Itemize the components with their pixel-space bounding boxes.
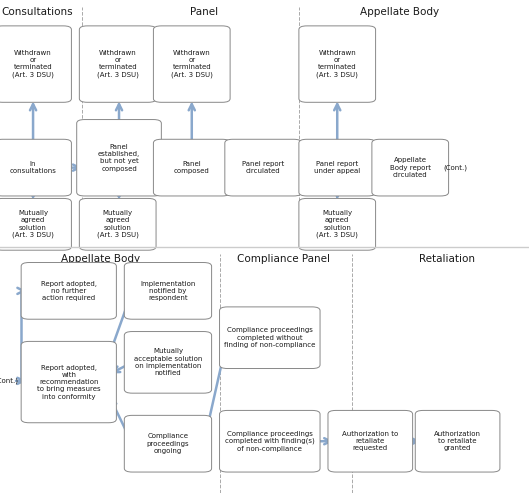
Text: Panel report
under appeal: Panel report under appeal [314,161,360,174]
Text: Compliance
proceedings
ongoing: Compliance proceedings ongoing [147,433,189,454]
Text: Appellate Body: Appellate Body [360,7,439,17]
FancyBboxPatch shape [77,119,161,196]
Text: Compliance proceedings
completed without
finding of non-compliance: Compliance proceedings completed without… [224,327,315,348]
FancyBboxPatch shape [299,26,376,103]
Text: Retaliation: Retaliation [419,254,475,264]
Text: Panel: Panel [189,7,218,17]
FancyBboxPatch shape [124,415,212,472]
Text: Mutually
agreed
solution
(Art. 3 DSU): Mutually agreed solution (Art. 3 DSU) [12,210,54,239]
FancyBboxPatch shape [153,139,230,196]
FancyBboxPatch shape [124,331,212,393]
FancyBboxPatch shape [299,139,376,196]
Text: Consultations: Consultations [1,7,73,17]
FancyBboxPatch shape [220,307,320,369]
FancyBboxPatch shape [0,26,71,103]
Text: In
consultations: In consultations [10,161,57,174]
FancyBboxPatch shape [299,198,376,250]
Text: Appellate
Body report
circulated: Appellate Body report circulated [390,157,431,178]
Text: Authorization to
retaliate
requested: Authorization to retaliate requested [342,431,398,452]
FancyBboxPatch shape [21,341,116,423]
Text: Panel report
circulated: Panel report circulated [242,161,284,174]
FancyBboxPatch shape [328,410,413,472]
Text: Withdrawn
or
terminated
(Art. 3 DSU): Withdrawn or terminated (Art. 3 DSU) [12,50,54,78]
Text: Panel
composed: Panel composed [174,161,209,174]
FancyBboxPatch shape [372,139,449,196]
FancyBboxPatch shape [220,410,320,472]
FancyBboxPatch shape [79,198,156,250]
Text: Compliance Panel: Compliance Panel [236,254,330,264]
Text: Mutually
agreed
solution
(Art. 3 DSU): Mutually agreed solution (Art. 3 DSU) [316,210,358,239]
Text: Withdrawn
or
terminated
(Art. 3 DSU): Withdrawn or terminated (Art. 3 DSU) [316,50,358,78]
FancyBboxPatch shape [21,262,116,319]
Text: Report adopted,
no further
action required: Report adopted, no further action requir… [41,281,97,301]
FancyBboxPatch shape [79,26,156,103]
FancyBboxPatch shape [0,198,71,250]
Text: Implementation
notified by
respondent: Implementation notified by respondent [140,281,196,301]
Text: (Cont.): (Cont.) [443,164,467,171]
FancyBboxPatch shape [415,410,500,472]
Text: Report adopted,
with
recommendation
to bring measures
into conformity: Report adopted, with recommendation to b… [37,365,101,399]
FancyBboxPatch shape [0,139,71,196]
Text: Panel
established,
but not yet
composed: Panel established, but not yet composed [98,144,140,172]
Text: (Cont.): (Cont.) [0,378,19,384]
FancyBboxPatch shape [124,262,212,319]
FancyBboxPatch shape [225,139,302,196]
Text: Mutually
acceptable solution
on implementation
notified: Mutually acceptable solution on implemen… [134,349,202,376]
FancyBboxPatch shape [153,26,230,103]
Text: Withdrawn
or
terminated
(Art. 3 DSU): Withdrawn or terminated (Art. 3 DSU) [171,50,213,78]
Text: Compliance proceedings
completed with finding(s)
of non-compliance: Compliance proceedings completed with fi… [225,431,315,452]
Text: Withdrawn
or
terminated
(Art. 3 DSU): Withdrawn or terminated (Art. 3 DSU) [97,50,139,78]
Text: Mutually
agreed
solution
(Art. 3 DSU): Mutually agreed solution (Art. 3 DSU) [97,210,139,239]
Text: Authorization
to retaliate
granted: Authorization to retaliate granted [434,431,481,452]
Text: Appellate Body: Appellate Body [61,254,140,264]
